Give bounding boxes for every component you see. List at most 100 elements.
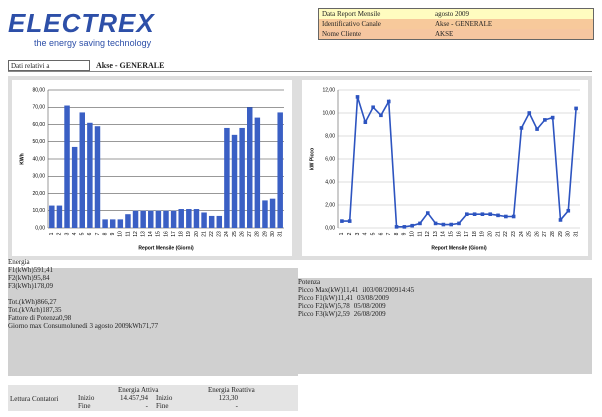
- x-axis-label: Report Mensile (Giorni): [138, 245, 194, 251]
- x-tick-label: 15: [156, 231, 162, 237]
- row: F2(kWh)95,84: [8, 274, 298, 282]
- bar: [117, 219, 124, 228]
- bar: [109, 219, 116, 228]
- x-tick-label: 30: [270, 231, 276, 237]
- bar: [208, 215, 215, 228]
- counter-cell: 123,30: [218, 394, 238, 402]
- x-tick-label: 1: [49, 232, 55, 235]
- info-cell: AKSE: [435, 30, 454, 38]
- cell: F2: [8, 274, 16, 282]
- x-tick-label: 8: [394, 232, 400, 235]
- row: Picco F2(kW)5,78 05/08/2009: [298, 302, 592, 310]
- bar: [201, 212, 207, 228]
- x-tick-label: 16: [456, 231, 462, 237]
- cell: il: [362, 286, 367, 294]
- bar: [155, 210, 162, 228]
- counter-cell: Inizio: [78, 394, 95, 402]
- cell: lunedì 3 agosto 2009: [70, 322, 129, 330]
- sub-label: Dati relativi a: [8, 60, 90, 71]
- row: Tot.(kWh)866,27: [8, 298, 298, 306]
- marker: [394, 225, 399, 229]
- bar: [56, 205, 63, 228]
- cell: 14:45: [398, 286, 415, 294]
- x-tick-label: 14: [441, 231, 447, 237]
- x-tick-label: 21: [201, 231, 207, 237]
- marker: [379, 113, 383, 118]
- marker: [371, 105, 375, 110]
- marker: [504, 214, 508, 219]
- y-tick-label: 0,00: [35, 225, 45, 231]
- bar: [262, 200, 268, 228]
- y-tick-label: 8,00: [325, 133, 335, 139]
- x-tick-label: 1: [339, 232, 345, 235]
- x-tick-label: 3: [355, 232, 361, 235]
- brand: ELECTREX: [8, 8, 155, 38]
- marker: [410, 223, 414, 228]
- x-tick-label: 25: [527, 231, 533, 237]
- x-tick-label: 29: [558, 231, 564, 237]
- bar: [224, 127, 230, 228]
- x-tick-label: 19: [186, 231, 192, 237]
- x-tick-label: 19: [480, 231, 486, 237]
- info-cell: Akse - GENERALE: [435, 20, 493, 28]
- chart: 0,00 10,00 20,00 30,00 40,00 50,00 60,00 70,00 8…: [12, 80, 292, 256]
- cell: 03/08/2009: [366, 286, 399, 294]
- x-tick-label: 2: [57, 232, 63, 235]
- x-tick-label: 16: [163, 231, 169, 237]
- cell: kWh: [128, 322, 143, 330]
- x-tick-label: 22: [503, 231, 509, 237]
- bar: [186, 209, 192, 228]
- row: Giorno max Consumolunedì 3 agosto 2009kW…: [8, 322, 298, 330]
- y-tick-label: 40,00: [32, 156, 45, 162]
- marker: [496, 213, 500, 218]
- cell: Tot.: [8, 306, 19, 314]
- bar: [87, 122, 93, 228]
- cell: (kWh): [18, 298, 38, 306]
- bar: [64, 105, 70, 228]
- x-tick-label: 9: [110, 232, 116, 235]
- x-tick-label: 17: [171, 231, 177, 237]
- cell: 05/08/2009: [353, 302, 386, 310]
- x-tick-label: 22: [209, 231, 215, 237]
- cell: Fattore di Potenza: [8, 314, 59, 322]
- bar: [170, 210, 177, 228]
- marker: [465, 212, 469, 216]
- marker: [543, 118, 547, 122]
- x-tick-label: 15: [449, 231, 455, 237]
- info-table: Data Report Mensile agosto 2009 Identifica…: [318, 8, 594, 40]
- x-tick-label: 12: [425, 231, 431, 237]
- marker: [363, 120, 368, 124]
- marker: [574, 106, 578, 111]
- bar: [94, 126, 101, 228]
- marker: [519, 126, 524, 130]
- bar: [239, 127, 245, 228]
- y-tick-label: 50,00: [32, 139, 45, 145]
- y-tick-label: 10,00: [32, 208, 45, 214]
- info-cell: agosto 2009: [435, 10, 470, 18]
- cell: 2,59: [337, 310, 350, 318]
- cell: 178,09: [33, 282, 53, 290]
- y-tick-label: 4,00: [325, 179, 335, 185]
- x-tick-label: 10: [409, 231, 415, 237]
- x-tick-label: 18: [179, 231, 185, 237]
- cell: 26/08/2009: [353, 310, 386, 318]
- cell: 866,27: [37, 298, 57, 306]
- x-tick-label: 13: [140, 231, 146, 237]
- x-tick-label: 9: [402, 232, 408, 235]
- x-tick-label: 20: [488, 231, 494, 237]
- counter-cell: Fine: [156, 402, 169, 410]
- marker: [425, 211, 430, 215]
- x-tick-label: 7: [95, 232, 101, 235]
- marker: [402, 225, 407, 229]
- cell: 71,77: [142, 322, 159, 330]
- chart: 0,00 2,00 4,00 6,00 8,00 10,00 12,00 kW Picco Re…: [302, 80, 588, 256]
- x-tick-label: 17: [464, 231, 470, 237]
- x-tick-label: 11: [417, 231, 423, 236]
- x-tick-label: 3: [64, 232, 70, 235]
- counter-cell: -: [145, 402, 148, 410]
- counter-cell: Fine: [78, 402, 91, 410]
- counter-cell: 14.457,94: [120, 394, 148, 402]
- bar: [254, 117, 261, 228]
- cell: 03/08/2009: [356, 294, 389, 302]
- row: F3(kWh)178,09: [8, 282, 298, 290]
